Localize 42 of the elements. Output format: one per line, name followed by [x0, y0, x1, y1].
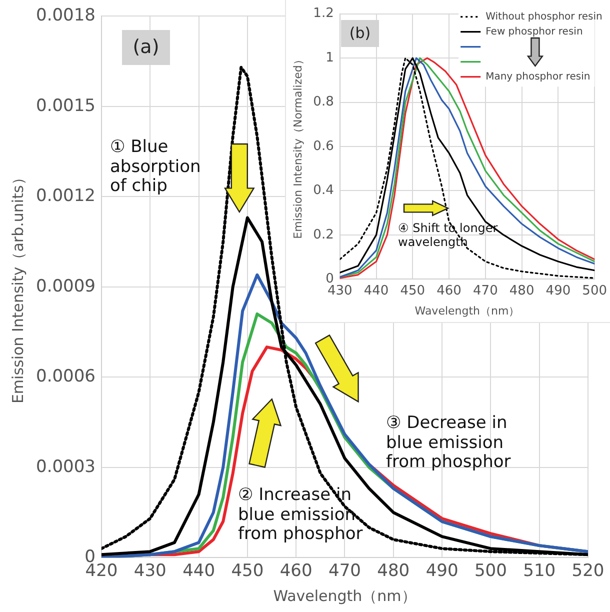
x-axis-title: Wavelength（nm）	[273, 586, 416, 605]
x-tick-label: 440	[364, 283, 389, 298]
legend-label: Many phosphor resin	[486, 71, 590, 82]
y-tick-label: 0.0009	[36, 276, 96, 296]
x-tick-label: 490	[546, 283, 571, 298]
x-tick-label: 480	[377, 561, 410, 582]
x-tick-label: 430	[134, 561, 166, 582]
x-axis-title: Wavelength（nm）	[414, 304, 520, 318]
x-tick-label: 460	[280, 561, 312, 582]
x-tick-label: 520	[572, 561, 604, 582]
y-axis-title: Emission Intensity（Normalized）	[291, 54, 304, 239]
x-tick-label: 500	[474, 561, 507, 582]
text: (a)	[122, 30, 170, 65]
x-tick-label: 440	[182, 561, 216, 582]
y-tick-label: 0.0012	[36, 186, 96, 206]
y-tick-label: 0.6	[313, 138, 334, 154]
annotation: ③ Decrease in blue emission from phosphor	[386, 413, 512, 473]
x-tick-label: 470	[473, 283, 498, 298]
legend-label: Without phosphor resin	[486, 11, 602, 22]
x-tick-label: 460	[436, 283, 462, 298]
x-tick-label: 430	[327, 283, 352, 298]
y-axis-title: Emission Intensity（arb.units）	[8, 170, 27, 404]
y-tick-label: 0.0003	[36, 456, 96, 477]
x-tick-label: 450	[231, 561, 264, 582]
y-tick-label: 1	[326, 50, 334, 66]
y-tick-label: 0.0015	[36, 96, 96, 116]
y-tick-label: 1.2	[313, 6, 334, 22]
legend-label: Few phosphor resin	[486, 26, 583, 38]
x-tick-label: 450	[400, 283, 426, 298]
x-tick-label: 470	[328, 561, 361, 582]
x-tick-label: 500	[582, 283, 608, 298]
text: (b)	[341, 20, 379, 47]
x-tick-label: 480	[509, 283, 534, 298]
annotation: ① Blue absorption of chip	[110, 137, 202, 197]
x-tick-label: 490	[426, 561, 458, 582]
annotation: ② Increase in blue emission from phosphor	[238, 485, 364, 545]
y-tick-label: 0.2	[313, 227, 334, 242]
x-tick-label: 510	[523, 561, 556, 582]
y-tick-label: 0.4	[313, 183, 334, 198]
y-tick-label: 0.0018	[36, 6, 96, 26]
y-tick-label: 0.8	[313, 94, 334, 110]
y-tick-label: 0.0006	[36, 366, 96, 387]
